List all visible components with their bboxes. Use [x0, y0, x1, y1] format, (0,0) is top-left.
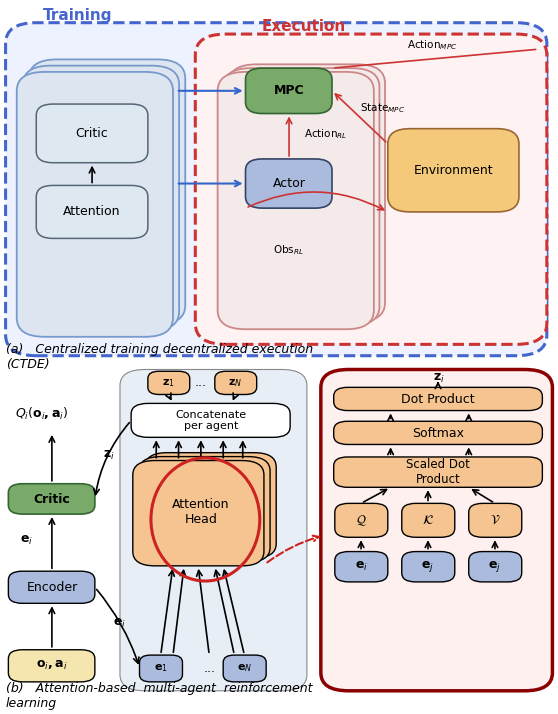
- FancyBboxPatch shape: [223, 655, 266, 682]
- Text: Critic: Critic: [76, 126, 108, 140]
- Text: $\mathbf{e}_i$: $\mathbf{e}_i$: [21, 534, 33, 548]
- FancyBboxPatch shape: [218, 72, 374, 329]
- Text: $\mathbf{z}_1$: $\mathbf{z}_1$: [162, 377, 175, 388]
- Text: Scaled Dot
Product: Scaled Dot Product: [406, 458, 470, 486]
- Text: $\mathcal{Q}$: $\mathcal{Q}$: [355, 513, 367, 528]
- FancyBboxPatch shape: [229, 64, 385, 321]
- FancyBboxPatch shape: [120, 369, 307, 691]
- FancyBboxPatch shape: [215, 371, 257, 394]
- Text: Execution: Execution: [262, 19, 346, 34]
- Text: Environment: Environment: [413, 164, 493, 177]
- Text: $\mathcal{V}$: $\mathcal{V}$: [490, 514, 500, 527]
- Text: Dot Product: Dot Product: [401, 393, 475, 406]
- FancyBboxPatch shape: [335, 503, 388, 537]
- Text: $\mathbf{o}_i\mathbf{, a}_i$: $\mathbf{o}_i\mathbf{, a}_i$: [36, 659, 68, 673]
- FancyBboxPatch shape: [223, 68, 379, 326]
- Text: Training: Training: [44, 8, 113, 23]
- FancyBboxPatch shape: [148, 371, 190, 394]
- FancyBboxPatch shape: [334, 421, 542, 444]
- FancyBboxPatch shape: [335, 551, 388, 582]
- FancyBboxPatch shape: [402, 503, 455, 537]
- FancyBboxPatch shape: [469, 551, 522, 582]
- FancyBboxPatch shape: [133, 461, 264, 565]
- FancyBboxPatch shape: [6, 23, 547, 356]
- Text: $\mathcal{K}$: $\mathcal{K}$: [422, 514, 434, 527]
- FancyBboxPatch shape: [23, 66, 179, 331]
- FancyBboxPatch shape: [402, 551, 455, 582]
- Text: State$_{MPC}$: State$_{MPC}$: [360, 101, 405, 115]
- FancyBboxPatch shape: [145, 453, 276, 558]
- FancyBboxPatch shape: [36, 104, 148, 163]
- FancyBboxPatch shape: [246, 68, 332, 114]
- FancyBboxPatch shape: [334, 387, 542, 411]
- FancyBboxPatch shape: [8, 484, 95, 514]
- FancyBboxPatch shape: [36, 186, 148, 238]
- Text: Concatenate
per agent: Concatenate per agent: [175, 410, 247, 431]
- Text: ...: ...: [203, 662, 215, 675]
- FancyBboxPatch shape: [469, 503, 522, 537]
- FancyBboxPatch shape: [140, 655, 182, 682]
- FancyBboxPatch shape: [8, 571, 95, 603]
- Text: $\mathbf{z}_i$: $\mathbf{z}_i$: [103, 448, 116, 462]
- Text: Action$_{RL}$: Action$_{RL}$: [304, 127, 348, 141]
- FancyBboxPatch shape: [29, 59, 185, 324]
- Text: $\mathbf{e}_j$: $\mathbf{e}_j$: [421, 559, 435, 575]
- FancyBboxPatch shape: [17, 72, 173, 337]
- Text: $\mathbf{e}_i$: $\mathbf{e}_i$: [354, 560, 368, 573]
- FancyBboxPatch shape: [8, 650, 95, 682]
- Text: $\mathbf{e}_N$: $\mathbf{e}_N$: [237, 663, 252, 674]
- Text: (a)   Centralized training decentralized execution
(CTDE): (a) Centralized training decentralized e…: [6, 343, 312, 371]
- Text: Attention
Head: Attention Head: [172, 498, 230, 526]
- FancyBboxPatch shape: [139, 457, 270, 562]
- Text: $\mathbf{e}_1$: $\mathbf{e}_1$: [154, 663, 167, 674]
- Text: Action$_{MPC}$: Action$_{MPC}$: [407, 39, 458, 52]
- FancyBboxPatch shape: [388, 129, 519, 212]
- Text: Critic: Critic: [33, 493, 70, 506]
- Text: (b)   Attention-based  multi-agent  reinforcement
learning: (b) Attention-based multi-agent reinforc…: [6, 683, 312, 710]
- Text: Encoder: Encoder: [26, 580, 78, 594]
- Text: Obs$_{RL}$: Obs$_{RL}$: [273, 243, 304, 256]
- Text: Attention: Attention: [63, 206, 121, 218]
- Text: $Q_i(\mathbf{o}_i\mathbf{, a}_i)$: $Q_i(\mathbf{o}_i\mathbf{, a}_i)$: [15, 406, 69, 422]
- FancyBboxPatch shape: [334, 457, 542, 487]
- Text: Softmax: Softmax: [412, 426, 464, 440]
- FancyBboxPatch shape: [195, 34, 547, 344]
- Text: $\mathbf{z}_i$: $\mathbf{z}_i$: [432, 372, 445, 385]
- FancyBboxPatch shape: [321, 369, 552, 691]
- Text: ...: ...: [195, 376, 207, 389]
- Text: $\mathbf{e}_i$: $\mathbf{e}_i$: [113, 616, 127, 630]
- Text: MPC: MPC: [274, 84, 304, 97]
- Text: $\mathbf{e}_j$: $\mathbf{e}_j$: [488, 559, 502, 575]
- Text: $\mathbf{z}_N$: $\mathbf{z}_N$: [228, 377, 243, 388]
- FancyBboxPatch shape: [246, 159, 332, 208]
- Text: Actor: Actor: [273, 177, 305, 190]
- FancyBboxPatch shape: [131, 403, 290, 437]
